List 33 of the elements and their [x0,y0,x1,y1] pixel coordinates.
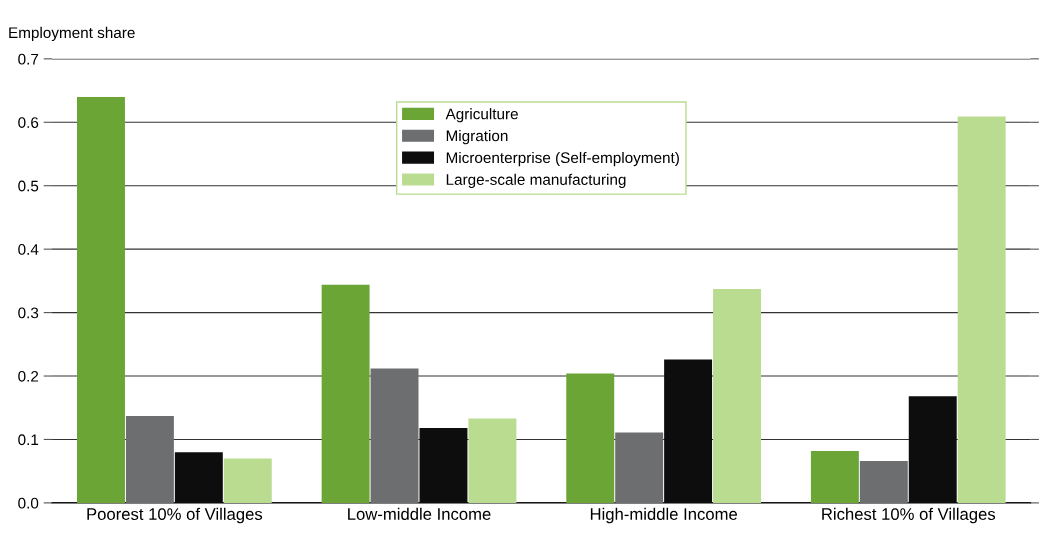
y-tick-label: 0.7 [18,53,39,65]
legend-label: Migration [446,130,508,145]
bar [77,96,125,503]
bar [615,432,664,503]
bar [859,461,908,503]
bar [125,415,174,503]
legend-label: Microenterprise (Self-employment) [446,151,679,167]
bar [713,289,761,503]
legend-label: Agriculture [445,108,518,123]
x-tick-label: Richest 10% of Villages [822,507,996,524]
x-tick-label: Low-middle Income [348,507,491,520]
y-tick-label: 0.4 [18,244,39,255]
bar [321,284,370,503]
x-tick-label: Poorest 10% of Villages [87,507,263,524]
bar [810,450,859,503]
x-tick-label: High-middle Income [590,507,738,524]
bar [664,359,713,503]
bar [223,458,272,503]
bar [370,368,419,503]
y-tick-label: 0.3 [18,307,39,319]
y-tick-label: 0.6 [18,117,39,128]
bar [908,396,957,503]
y-tick-label: 0.1 [18,434,39,446]
bar [419,428,468,503]
y-axis-title: Employment share [9,26,135,42]
legend-label: Large-scale manufacturing [446,173,626,189]
y-tick-label: 0.2 [18,370,39,382]
bar [174,452,223,503]
y-tick-label: 0.5 [18,180,39,192]
bar [957,116,1006,503]
bar [566,373,615,503]
y-tick-label: 0.0 [18,497,39,509]
bar [468,418,517,503]
